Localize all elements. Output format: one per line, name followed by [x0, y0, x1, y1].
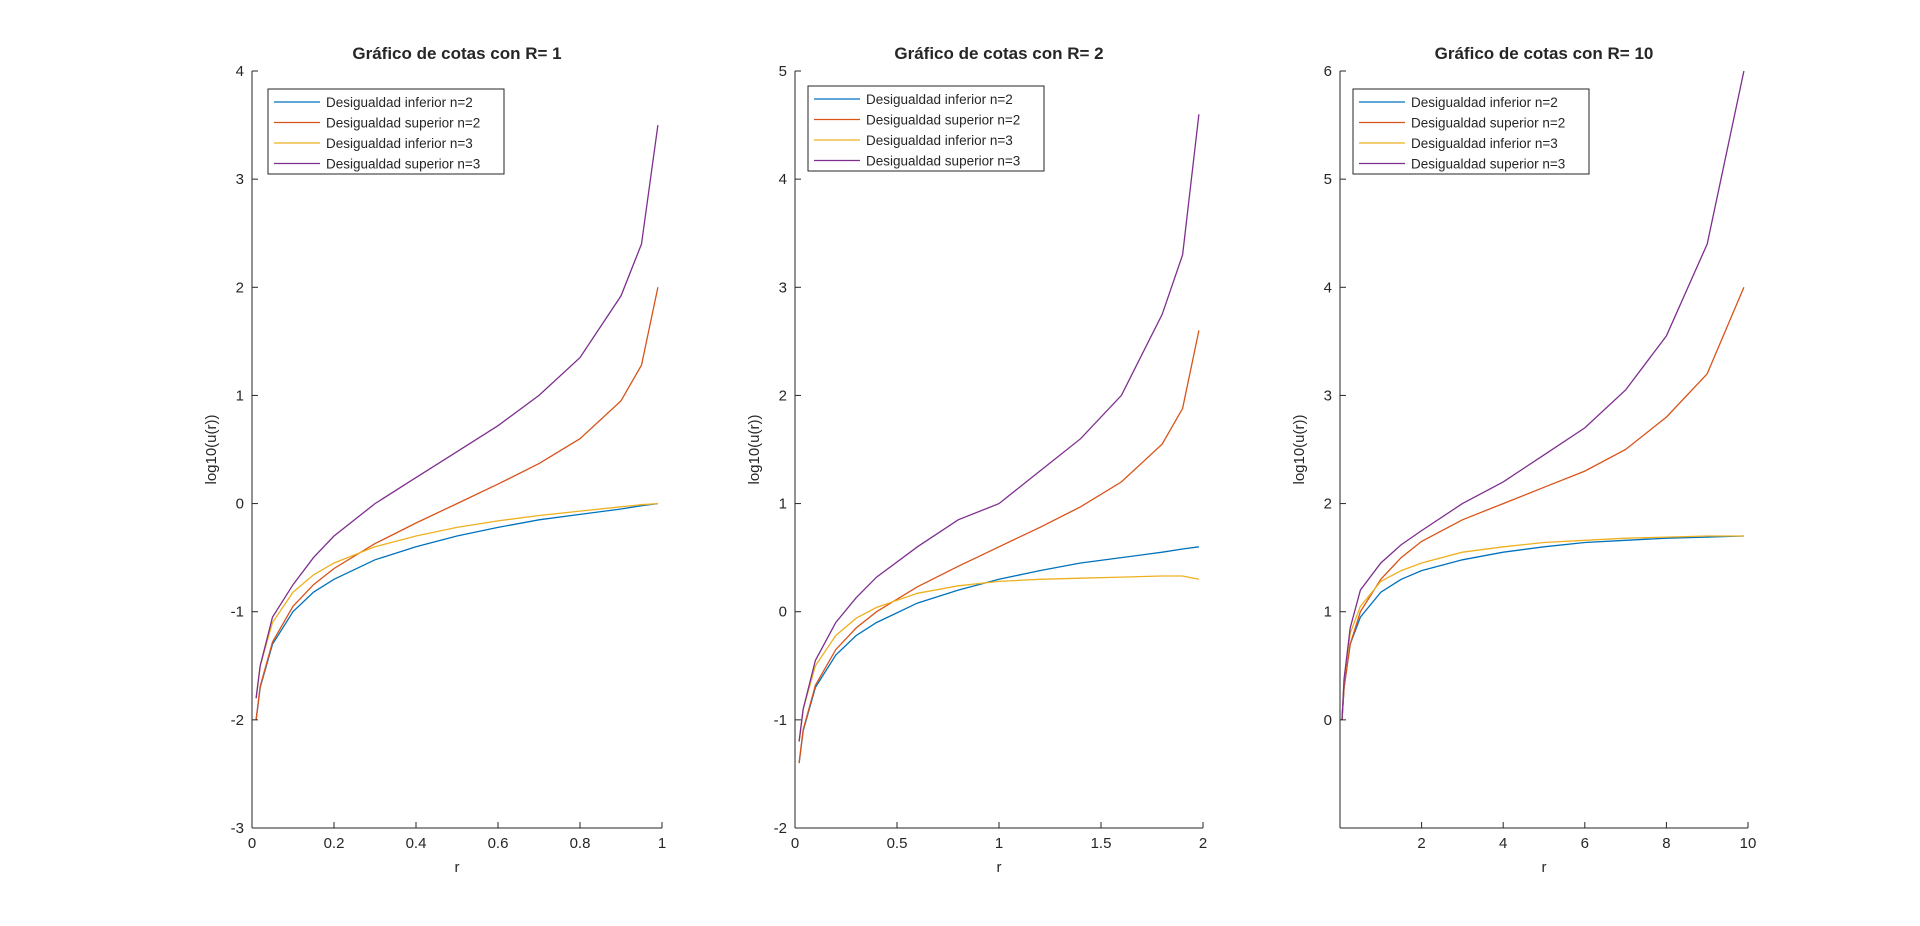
series-line-2-3 [798, 575, 1200, 742]
legend-box [267, 88, 505, 175]
y-axis-label: log10(u(r)) [203, 414, 220, 484]
x-tick-label: 1.5 [1091, 835, 1112, 852]
y-axis-label: log10(u(r)) [1291, 414, 1308, 484]
x-tick-label: 0.2 [324, 835, 345, 852]
legend-entry-label: Desigualdad superior n=2 [866, 113, 1020, 128]
x-tick-label: 8 [1662, 835, 1670, 852]
y-tick-label: -3 [231, 820, 244, 837]
y-tick-label: 4 [1324, 279, 1332, 296]
y-tick-label: 0 [1324, 712, 1332, 729]
legend-entry-label: Desigualdad superior n=2 [326, 116, 480, 131]
series-line-1-2 [255, 287, 659, 720]
x-tick-label: 0 [791, 835, 799, 852]
chart-panel-2: 0 0.5 1 1.5 2 -2 -1 0 1 2 3 4 5 Gráfico de cotas con … [746, 44, 1207, 876]
x-axis-label: r [997, 859, 1002, 876]
y-tick-label: 5 [1324, 171, 1332, 188]
chart-title: Gráfico de cotas con R= 2 [894, 44, 1103, 63]
chart-title: Gráfico de cotas con R= 10 [1435, 44, 1654, 63]
x-tick-label: 0.6 [488, 835, 509, 852]
x-axis-label: r [1542, 859, 1547, 876]
x-tick-label: 1 [995, 835, 1003, 852]
legend-entry-label: Desigualdad superior n=3 [866, 154, 1020, 169]
legend-entry-label: Desigualdad inferior n=3 [326, 136, 473, 151]
series-line-3-4 [1341, 71, 1745, 720]
y-tick-label: 1 [1324, 604, 1332, 621]
series-line-2-4 [798, 114, 1200, 742]
y-tick-label: 6 [1324, 63, 1332, 80]
series-line-3-3 [1341, 535, 1744, 720]
y-tick-label: 1 [236, 387, 244, 404]
legend-entry-label: Desigualdad superior n=3 [1411, 157, 1565, 172]
legend-entry-label: Desigualdad superior n=3 [326, 157, 480, 172]
y-axis-label: log10(u(r)) [746, 414, 763, 484]
series-line-3-2 [1341, 287, 1745, 720]
y-tick-label: 2 [779, 387, 787, 404]
chart-panel-3: 2 4 6 8 10 0 1 2 3 4 5 6 Gráfico de cotas con R= 10 r… [1291, 44, 1756, 876]
y-tick-label: 2 [236, 279, 244, 296]
legend-entry-label: Desigualdad inferior n=2 [866, 92, 1013, 107]
series-line-2-1 [798, 546, 1199, 764]
x-tick-label: 0 [248, 835, 256, 852]
series-line-1-3 [255, 502, 658, 699]
y-tick-label: -2 [774, 820, 787, 837]
y-tick-label: 4 [236, 63, 244, 80]
x-tick-label: 0.4 [406, 835, 427, 852]
x-tick-label: 0.5 [887, 835, 908, 852]
legend: Desigualdad inferior n=2 Desigualdad supe… [267, 88, 505, 175]
x-tick-label: 1 [658, 835, 666, 852]
y-tick-label: 0 [236, 496, 244, 513]
y-tick-label: 3 [779, 279, 787, 296]
x-tick-label: 2 [1199, 835, 1207, 852]
y-tick-label: 3 [236, 171, 244, 188]
legend-entry-label: Desigualdad inferior n=2 [1411, 95, 1558, 110]
x-tick-label: 4 [1499, 835, 1507, 852]
series-line-1-1 [255, 502, 658, 720]
series-line-1-4 [255, 125, 659, 699]
x-tick-label: 6 [1581, 835, 1589, 852]
legend-entry-label: Desigualdad inferior n=2 [326, 95, 473, 110]
chart-title: Gráfico de cotas con R= 1 [352, 44, 561, 63]
y-tick-label: -1 [774, 712, 787, 729]
y-tick-label: -2 [231, 712, 244, 729]
y-tick-label: 4 [779, 171, 787, 188]
legend-box [807, 85, 1045, 172]
y-tick-label: -1 [231, 604, 244, 621]
y-tick-label: 0 [779, 604, 787, 621]
legend-entry-label: Desigualdad superior n=2 [1411, 116, 1565, 131]
y-tick-label: 1 [779, 496, 787, 513]
y-tick-label: 3 [1324, 387, 1332, 404]
x-tick-label: 2 [1417, 835, 1425, 852]
x-tick-label: 0.8 [570, 835, 591, 852]
legend: Desigualdad inferior n=2 Desigualdad supe… [1352, 88, 1590, 175]
y-tick-label: 5 [779, 63, 787, 80]
x-axis-label: r [455, 859, 460, 876]
legend-entry-label: Desigualdad inferior n=3 [1411, 136, 1558, 151]
legend-entry-label: Desigualdad inferior n=3 [866, 133, 1013, 148]
legend: Desigualdad inferior n=2 Desigualdad supe… [807, 85, 1045, 172]
chart-panel-1: 0 0.2 0.4 0.6 0.8 1 -3 -2 -1 0 1 2 3 4 Gráfico de cota… [203, 44, 666, 876]
y-tick-label: 2 [1324, 496, 1332, 513]
x-tick-label: 10 [1740, 835, 1757, 852]
series-line-2-2 [798, 330, 1200, 764]
legend-box [1352, 88, 1590, 175]
